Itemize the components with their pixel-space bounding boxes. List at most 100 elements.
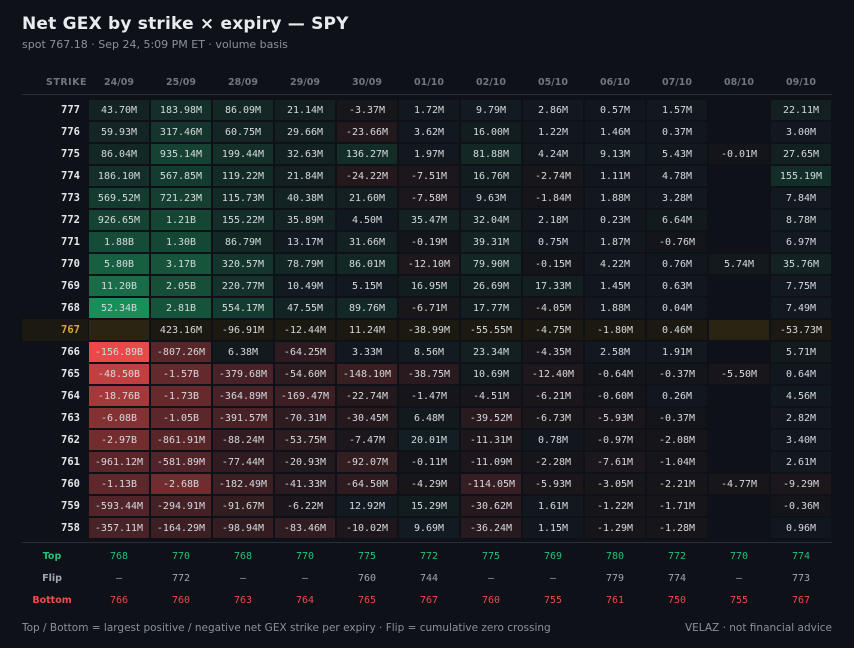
heatmap-cell: 0.46M xyxy=(646,319,708,341)
strike-row: 770 5.80B 3.17B 320.57M 78.79M 86.01M -12.10M 7… xyxy=(22,253,832,275)
heatmap-cell: 32.04M xyxy=(460,209,522,231)
strike-label: 767 xyxy=(61,324,80,336)
summary-row-bottom: Bottom 766 760 763 764 765 767 760 755 761 750 755 7… xyxy=(22,589,832,611)
heatmap-cell: -7.58M xyxy=(398,187,460,209)
heatmap-cell: 86.01M xyxy=(336,253,398,275)
heatmap-cell: 2.58M xyxy=(584,341,646,363)
heatmap-cell: 2.81B xyxy=(150,297,212,319)
summary-value-top: 769 xyxy=(543,550,563,562)
heatmap-cell: 5.80B xyxy=(88,253,150,275)
heatmap-cell: 5.71M xyxy=(770,341,832,363)
summary-value-bottom: 766 xyxy=(109,594,129,606)
heatmap-cell: -1.71M xyxy=(646,495,708,517)
heatmap-cell: 35.47M xyxy=(398,209,460,231)
heatmap-cell: 3.00M xyxy=(770,121,832,143)
summary-value-bottom: 765 xyxy=(357,594,377,606)
heatmap-cell: 32.63M xyxy=(274,143,336,165)
heatmap-cell: 5.43M xyxy=(646,143,708,165)
heatmap-cell xyxy=(708,121,770,143)
expiry-header: 05/10 xyxy=(538,76,568,88)
heatmap-cell: -2.21M xyxy=(646,473,708,495)
heatmap-cell: -156.89B xyxy=(88,341,150,363)
heatmap-cell: -0.76M xyxy=(646,231,708,253)
heatmap-cell: -0.64M xyxy=(584,363,646,385)
strike-label: 766 xyxy=(61,346,80,358)
heatmap-cell: 35.76M xyxy=(770,253,832,275)
heatmap-cell: 35.89M xyxy=(274,209,336,231)
summary-value-top: 768 xyxy=(233,550,253,562)
heatmap-cell xyxy=(708,341,770,363)
heatmap-cell: 16.00M xyxy=(460,121,522,143)
heatmap-cell: 4.50M xyxy=(336,209,398,231)
heatmap-cell: -2.28M xyxy=(522,451,584,473)
strike-label: 765 xyxy=(61,368,80,380)
heatmap-cell: 0.64M xyxy=(770,363,832,385)
heatmap-cell: -4.35M xyxy=(522,341,584,363)
strike-row: 762 -2.97B -861.91M -88.24M -53.75M -7.47M 20.… xyxy=(22,429,832,451)
heatmap-cell: -77.44M xyxy=(212,451,274,473)
heatmap-cell: -2.08M xyxy=(646,429,708,451)
heatmap-cell: 554.17M xyxy=(212,297,274,319)
heatmap-cell: -11.31M xyxy=(460,429,522,451)
heatmap-cell: 27.65M xyxy=(770,143,832,165)
heatmap-cell: -22.74M xyxy=(336,385,398,407)
heatmap-cell: 17.33M xyxy=(522,275,584,297)
heatmap-cell: 9.63M xyxy=(460,187,522,209)
heatmap-cell: 423.16M xyxy=(150,319,212,341)
heatmap-cell: 320.57M xyxy=(212,253,274,275)
expiry-header: 09/10 xyxy=(786,76,816,88)
heatmap-cell: 20.01M xyxy=(398,429,460,451)
heatmap-cell: -18.76B xyxy=(88,385,150,407)
summary-value-bottom: 767 xyxy=(419,594,439,606)
heatmap-cell: -961.12M xyxy=(88,451,150,473)
heatmap-cell: -98.94M xyxy=(212,517,274,539)
heatmap-cell: 186.10M xyxy=(88,165,150,187)
strike-row: 774 186.10M 567.85M 119.22M 21.84M -24.22M -7.… xyxy=(22,165,832,187)
heatmap-cell: -0.01M xyxy=(708,143,770,165)
heatmap-cell: 11.20B xyxy=(88,275,150,297)
heatmap-cell: 79.90M xyxy=(460,253,522,275)
heatmap-cell: 16.76M xyxy=(460,165,522,187)
heatmap-cell: 1.57M xyxy=(646,99,708,121)
heatmap-cell: 21.60M xyxy=(336,187,398,209)
heatmap-cell: -12.40M xyxy=(522,363,584,385)
heatmap-cell: 4.56M xyxy=(770,385,832,407)
heatmap-cell: -10.02M xyxy=(336,517,398,539)
heatmap-cell xyxy=(708,319,770,341)
strike-label: 761 xyxy=(61,456,80,468)
summary-value-bottom: 767 xyxy=(791,594,811,606)
heatmap-cell: 721.23M xyxy=(150,187,212,209)
heatmap-cell: -0.11M xyxy=(398,451,460,473)
summary-value-flip: – xyxy=(487,572,495,584)
heatmap-cell: 17.77M xyxy=(460,297,522,319)
heatmap-cell: 86.79M xyxy=(212,231,274,253)
heatmap-cell: -55.55M xyxy=(460,319,522,341)
heatmap-cell: 5.15M xyxy=(336,275,398,297)
heatmap-cell: -182.49M xyxy=(212,473,274,495)
summary-value-top: 772 xyxy=(667,550,687,562)
heatmap-cell: 3.62M xyxy=(398,121,460,143)
heatmap-cell: -0.37M xyxy=(646,407,708,429)
heatmap-cell xyxy=(708,99,770,121)
expiry-header: 01/10 xyxy=(414,76,444,88)
summary-value-flip: 779 xyxy=(605,572,625,584)
heatmap-cell: 1.61M xyxy=(522,495,584,517)
heatmap-cell xyxy=(708,297,770,319)
heatmap-cell: 569.52M xyxy=(88,187,150,209)
heatmap-cell: 7.84M xyxy=(770,187,832,209)
summary-value-bottom: 764 xyxy=(295,594,315,606)
heatmap-cell: -64.50M xyxy=(336,473,398,495)
heatmap-cell: 13.17M xyxy=(274,231,336,253)
heatmap-cell: 12.92M xyxy=(336,495,398,517)
heatmap-cell: -6.22M xyxy=(274,495,336,517)
heatmap-cell: 0.78M xyxy=(522,429,584,451)
heatmap-cell: 11.24M xyxy=(336,319,398,341)
heatmap-cell: -148.10M xyxy=(336,363,398,385)
heatmap-cell: -38.75M xyxy=(398,363,460,385)
heatmap-cell: -30.45M xyxy=(336,407,398,429)
heatmap-cell: -7.51M xyxy=(398,165,460,187)
heatmap-cell: 136.27M xyxy=(336,143,398,165)
heatmap-cell: -0.19M xyxy=(398,231,460,253)
heatmap-cell: -3.37M xyxy=(336,99,398,121)
footer-legend-note: Top / Bottom = largest positive / negati… xyxy=(22,622,551,634)
